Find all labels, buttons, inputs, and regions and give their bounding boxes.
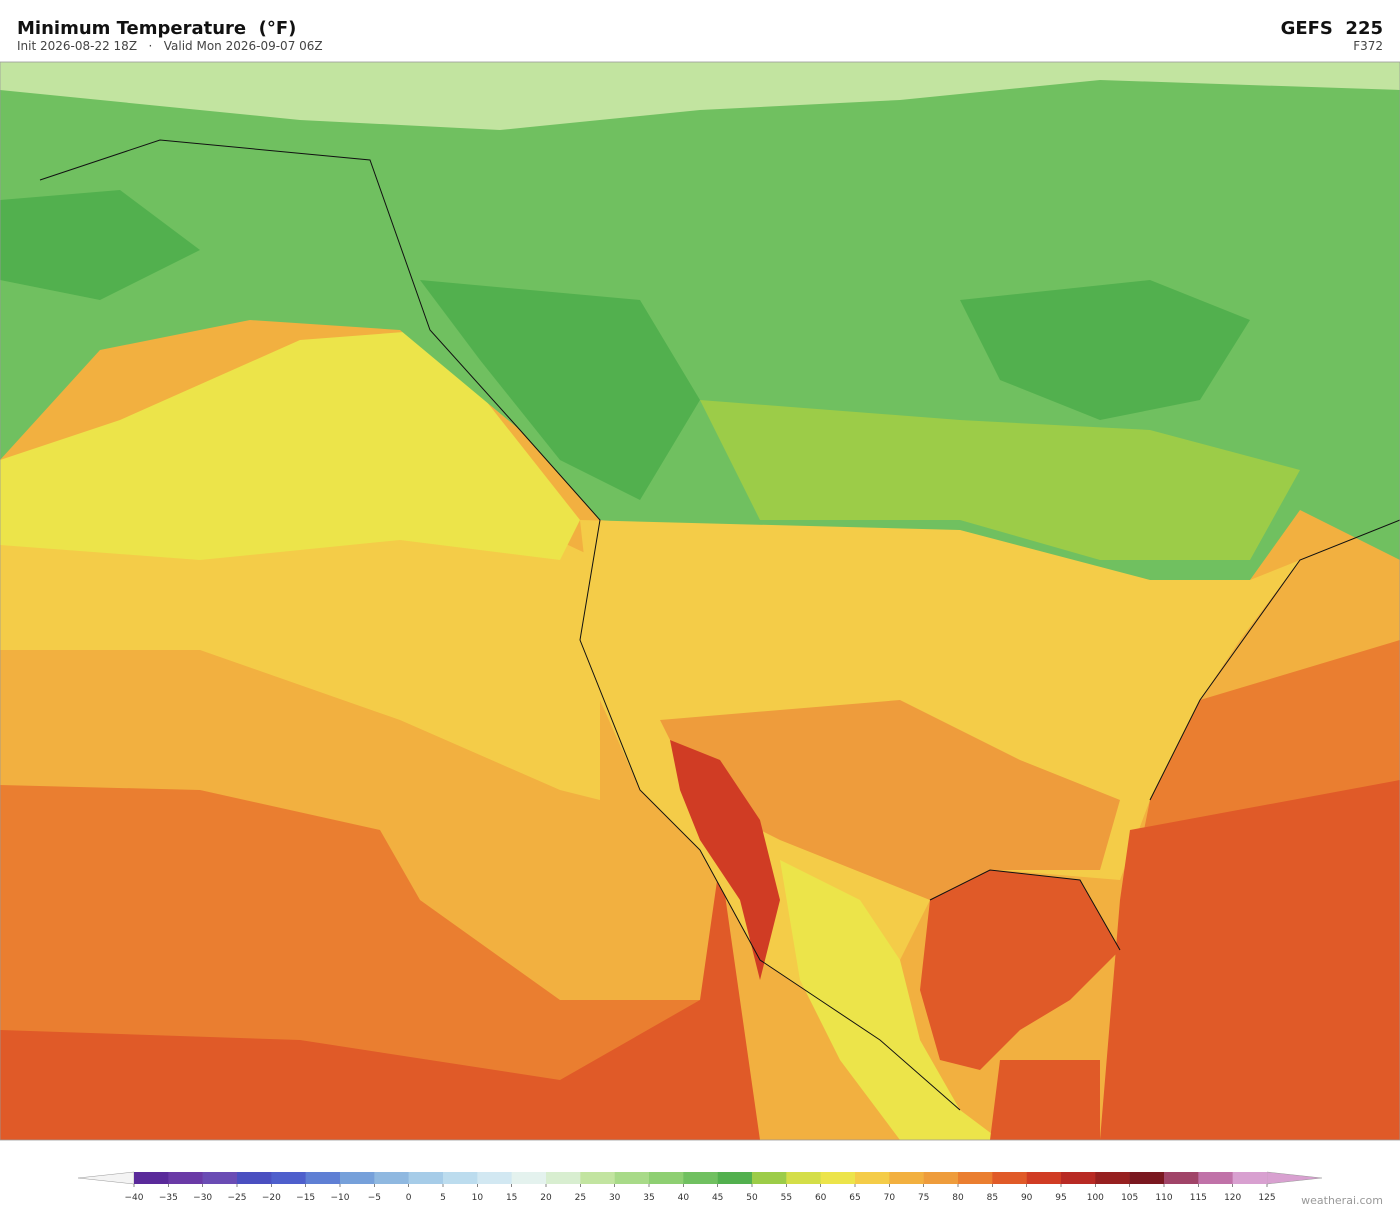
colorbar-tick-label: 55 [781,1193,792,1203]
colorbar-swatch [1198,1172,1233,1184]
colorbar-tick-label: −35 [159,1193,178,1203]
colorbar-tick-label: 35 [643,1193,654,1203]
colorbar-swatch [202,1172,238,1184]
colorbar-tick-label: −10 [331,1193,350,1203]
colorbar-high-extension [1266,1171,1323,1185]
colorbar-tick-label: 30 [609,1193,621,1203]
colorbar-swatch [820,1172,856,1184]
colorbar-swatch [717,1172,753,1184]
colorbar-tick-label: −25 [228,1193,247,1203]
colorbar-swatch [683,1172,718,1184]
colorbar-tick-label: 50 [746,1193,758,1203]
colorbar-tick-label: −30 [193,1193,212,1203]
colorbar-swatch [237,1172,272,1184]
colorbar-swatch [340,1172,375,1184]
colorbar-swatch [1164,1172,1199,1184]
colorbar-swatch [374,1172,409,1184]
colorbar-swatch [923,1172,959,1184]
colorbar-tick-label: 100 [1087,1193,1104,1203]
colorbar-swatch [649,1172,684,1184]
title: Minimum Temperature (°F) [17,18,296,39]
colorbar-swatch [168,1172,203,1184]
colorbar-swatch [546,1172,581,1184]
colorbar-tick-label: 40 [678,1193,690,1203]
colorbar-swatch [889,1172,924,1184]
colorbar-swatch [752,1172,787,1184]
colorbar-swatch [134,1172,169,1184]
colorbar-tick-label: 65 [849,1193,860,1203]
colorbar-swatch [992,1172,1027,1184]
colorbar-tick-label: 120 [1224,1193,1241,1203]
colorbar-swatch [614,1172,650,1184]
colorbar-tick-label: 0 [406,1193,412,1203]
colorbar-swatch [271,1172,306,1184]
colorbar-tick-label: 60 [815,1193,827,1203]
colorbar-swatch [305,1172,341,1184]
colorbar-tick-label: 85 [987,1193,998,1203]
colorbar-low-extension [77,1171,135,1185]
colorbar-swatch [408,1172,444,1184]
colorbar-tick-label: 115 [1190,1193,1207,1203]
colorbar-swatch [1026,1172,1062,1184]
colorbar-tick-label: −40 [125,1193,144,1203]
forecast-hour: F372 [1353,39,1383,53]
model: GEFS 225 [1281,18,1383,39]
colorbar-swatch [1061,1172,1096,1184]
colorbar-swatch [855,1172,890,1184]
colorbar-tick-label: −20 [262,1193,281,1203]
colorbar-swatch [958,1172,993,1184]
subtitle: Init 2026-08-22 18Z · Valid Mon 2026-09-… [17,39,323,53]
colorbar-tick-label: 110 [1155,1193,1172,1203]
colorbar-swatch [580,1172,615,1184]
colorbar-tick-label: 75 [918,1193,929,1203]
colorbar-swatch [1095,1172,1130,1184]
colorbar-swatch [1232,1172,1268,1184]
colorbar-swatch [511,1172,547,1184]
colorbar-tick-label: 20 [540,1193,552,1203]
colorbar-swatch [1129,1172,1165,1184]
colorbar-tick-label: 70 [884,1193,896,1203]
colorbar-tick-label: 105 [1121,1193,1138,1203]
map [0,61,1400,1141]
colorbar-tick-label: 25 [575,1193,586,1203]
colorbar-tick-label: 80 [952,1193,964,1203]
colorbar-tick-label: 45 [712,1193,723,1203]
colorbar-tick-label: 125 [1258,1193,1275,1203]
colorbar: −40 −35 −30 −25 −20 −15 −10 −5 0 5 10 15 20 25 30 35 40 4… [77,1171,1323,1203]
colorbar-swatch [786,1172,821,1184]
colorbar-tick-label: 15 [506,1193,517,1203]
credit: weatherai.com [1301,1194,1383,1207]
colorbar-swatch [477,1172,512,1184]
colorbar-tick-label: −15 [296,1193,315,1203]
colorbar-swatch [443,1172,478,1184]
colorbar-tick-label: 90 [1021,1193,1033,1203]
colorbar-tick-label: −5 [368,1193,381,1203]
colorbar-tick-label: 5 [440,1193,446,1203]
colorbar-tick-label: 95 [1055,1193,1066,1203]
colorbar-tick-label: 10 [472,1193,484,1203]
